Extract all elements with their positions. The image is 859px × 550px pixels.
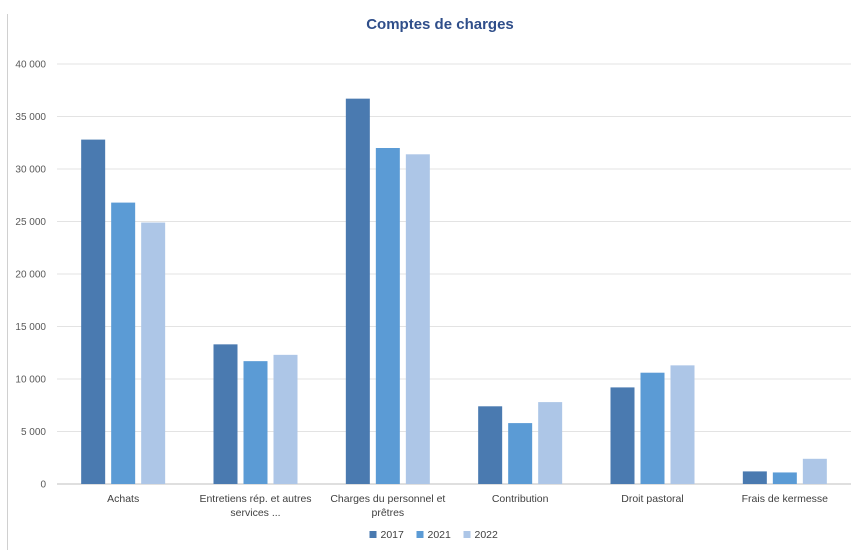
bar-2017-5 xyxy=(742,471,767,484)
bar-2022-2 xyxy=(405,154,430,485)
y-tick-label: 15 000 xyxy=(15,322,46,333)
bar-2022-0 xyxy=(141,222,166,485)
bar-2022-3 xyxy=(538,402,563,484)
x-category-label: prêtres xyxy=(371,507,404,519)
legend-label-2017: 2017 xyxy=(381,529,405,541)
x-category-label: Contribution xyxy=(492,493,549,505)
bar-2022-5 xyxy=(802,458,827,484)
chart-title: Comptes de charges xyxy=(366,16,514,33)
bar-2017-3 xyxy=(478,406,503,484)
bar-2017-0 xyxy=(81,139,106,484)
bar-2021-2 xyxy=(375,148,400,484)
bar-2017-1 xyxy=(213,344,238,484)
legend-swatch-2017 xyxy=(369,531,377,538)
legend: 2017 2021 2022 xyxy=(369,529,499,541)
x-category-label: services ... xyxy=(230,507,280,519)
x-category-label: Entretiens rép. et autres xyxy=(199,493,311,505)
bar-2021-5 xyxy=(772,472,797,484)
x-axis: Achats Entretiens rép. et autres services … xyxy=(107,493,828,519)
y-tick-label: 20 000 xyxy=(15,270,46,281)
y-axis: 0 5 000 10 000 15 000 20 000 25 000 30 000 35 0… xyxy=(15,60,46,491)
y-tick-label: 25 000 xyxy=(15,217,46,228)
bar-2021-0 xyxy=(111,202,136,484)
bar-2021-4 xyxy=(640,372,665,484)
bar-2022-4 xyxy=(670,365,695,484)
bar-2017-4 xyxy=(610,387,635,484)
legend-label-2021: 2021 xyxy=(428,529,452,541)
legend-label-2022: 2022 xyxy=(475,529,499,541)
y-tick-label: 30 000 xyxy=(15,165,46,176)
bar-2017-2 xyxy=(345,98,370,485)
bars xyxy=(81,98,827,485)
y-tick-label: 10 000 xyxy=(15,375,46,386)
gridlines xyxy=(57,63,851,485)
legend-swatch-2022 xyxy=(463,531,471,538)
x-category-label: Achats xyxy=(107,493,139,505)
bar-2021-3 xyxy=(508,423,533,484)
y-tick-label: 5 000 xyxy=(21,427,46,438)
y-tick-label: 35 000 xyxy=(15,112,46,123)
x-category-label: Frais de kermesse xyxy=(742,493,829,505)
legend-swatch-2021 xyxy=(416,531,424,538)
x-category-label: Droit pastoral xyxy=(621,493,683,505)
bar-2021-1 xyxy=(243,361,268,484)
left-border-line xyxy=(7,14,8,550)
bar-2022-1 xyxy=(273,354,298,484)
y-tick-label: 0 xyxy=(40,480,46,491)
y-tick-label: 40 000 xyxy=(15,60,46,71)
x-category-label: Charges du personnel et xyxy=(330,493,445,505)
